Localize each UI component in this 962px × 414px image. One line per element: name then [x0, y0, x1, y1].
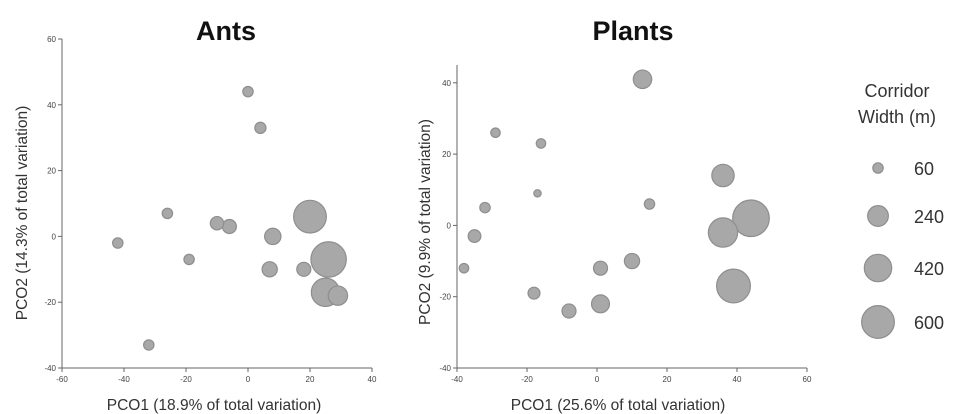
- ants-point: [143, 339, 155, 351]
- plants-panel: Plants -40 -20 0 20 40 60 -40 -20 0 20 40 PCO1 (25…: [417, 16, 812, 414]
- plants-x-tick-label: 0: [595, 375, 600, 384]
- legend-label-60: 60: [914, 159, 934, 179]
- plants-point: [467, 229, 482, 244]
- plants-point: [707, 217, 739, 248]
- plants-x-tick-label: -40: [451, 375, 463, 384]
- plants-point: [732, 199, 770, 238]
- legend-bubble-600: [861, 305, 895, 339]
- ants-y-tick-label: 20: [47, 167, 56, 176]
- legend-label-420: 420: [914, 259, 944, 279]
- ants-point: [242, 85, 254, 98]
- plants-point: [479, 201, 491, 214]
- legend-label-600: 600: [914, 313, 944, 333]
- ants-point: [209, 215, 225, 231]
- plants-y-tick-label: -40: [439, 364, 451, 373]
- plants-point: [711, 163, 735, 188]
- ants-y-tick-label: 0: [52, 232, 57, 241]
- ants-x-label: PCO1 (18.9% of total variation): [107, 397, 322, 414]
- plants-x-label: PCO1 (25.6% of total variation): [511, 397, 726, 414]
- ants-y-label: PCO2 (14.3% of total variation): [14, 106, 31, 321]
- legend-bubble-240: [867, 205, 889, 227]
- plants-title: Plants: [592, 16, 673, 46]
- plants-point: [533, 189, 542, 198]
- plants-x-tick-label: 40: [733, 375, 742, 384]
- ants-x-tick-label: 40: [368, 375, 377, 384]
- plants-point: [592, 260, 609, 276]
- ants-y-tick-label: -40: [44, 364, 56, 373]
- plants-ticks: -40 -20 0 20 40 60 -40 -20 0 20 40: [439, 79, 812, 384]
- ants-point: [112, 237, 124, 249]
- plants-x-tick-label: -20: [521, 375, 533, 384]
- ants-x-tick-label: -60: [56, 375, 68, 384]
- ants-point: [221, 218, 238, 235]
- ants-y-tick-label: -20: [44, 298, 56, 307]
- ants-x-tick-label: 0: [246, 375, 251, 384]
- ants-point: [293, 199, 327, 234]
- legend-title-line2: Width (m): [858, 107, 936, 127]
- ants-y-tick-label: 40: [47, 101, 56, 110]
- ants-point: [327, 285, 349, 306]
- ants-x-tick-label: -40: [118, 375, 130, 384]
- plants-point: [632, 69, 653, 90]
- legend-label-240: 240: [914, 207, 944, 227]
- legend-title-line1: Corridor: [864, 81, 929, 101]
- plants-y-label: PCO2 (9.9% of total variation): [417, 119, 434, 325]
- legend-bubble-60: [872, 162, 884, 174]
- plants-point: [561, 303, 577, 319]
- plants-y-tick-label: 40: [442, 79, 451, 88]
- ants-point: [264, 227, 282, 246]
- plants-y-tick-label: 20: [442, 150, 451, 159]
- ants-point: [183, 253, 195, 266]
- legend: Corridor Width (m) 60 240 420 600: [858, 81, 944, 339]
- ants-point: [261, 261, 278, 278]
- plants-x-tick-label: 60: [803, 375, 812, 384]
- ants-title: Ants: [196, 16, 256, 46]
- plants-x-tick-label: 20: [663, 375, 672, 384]
- plants-points: [458, 69, 770, 319]
- legend-bubble-420: [863, 253, 893, 283]
- ants-x-tick-label: 20: [306, 375, 315, 384]
- ants-point: [296, 261, 312, 277]
- plants-point: [535, 138, 547, 149]
- plants-point: [623, 252, 641, 270]
- ants-y-tick-label: 60: [47, 35, 56, 44]
- plants-point: [590, 294, 611, 314]
- ants-point: [254, 121, 267, 135]
- plants-y-tick-label: 0: [447, 221, 452, 230]
- legend-entries: 60 240 420 600: [861, 159, 944, 339]
- ants-x-tick-label: -20: [180, 375, 192, 384]
- ants-points: [112, 85, 349, 351]
- plants-point: [715, 268, 752, 304]
- ants-point: [310, 241, 347, 278]
- plants-y-tick-label: -20: [439, 293, 451, 302]
- ants-point: [161, 207, 174, 220]
- plants-point: [490, 127, 501, 139]
- plants-point: [458, 262, 470, 274]
- plants-point: [643, 198, 656, 210]
- plants-point: [527, 286, 541, 300]
